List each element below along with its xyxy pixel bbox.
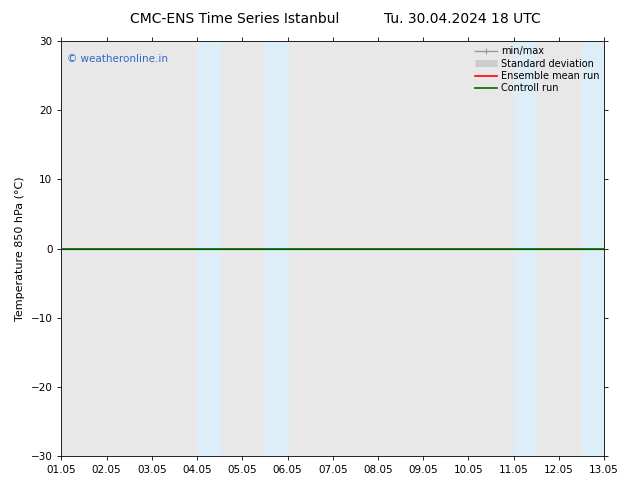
Legend: min/max, Standard deviation, Ensemble mean run, Controll run: min/max, Standard deviation, Ensemble me… [474,44,601,96]
Bar [197,41,220,456]
Text: CMC-ENS Time Series Istanbul: CMC-ENS Time Series Istanbul [130,12,339,26]
Text: © weatheronline.in: © weatheronline.in [67,54,168,64]
Y-axis label: Temperature 850 hPa (°C): Temperature 850 hPa (°C) [15,176,25,321]
Text: Tu. 30.04.2024 18 UTC: Tu. 30.04.2024 18 UTC [384,12,541,26]
Bar [581,41,604,456]
Bar [514,41,536,456]
Bar [265,41,288,456]
